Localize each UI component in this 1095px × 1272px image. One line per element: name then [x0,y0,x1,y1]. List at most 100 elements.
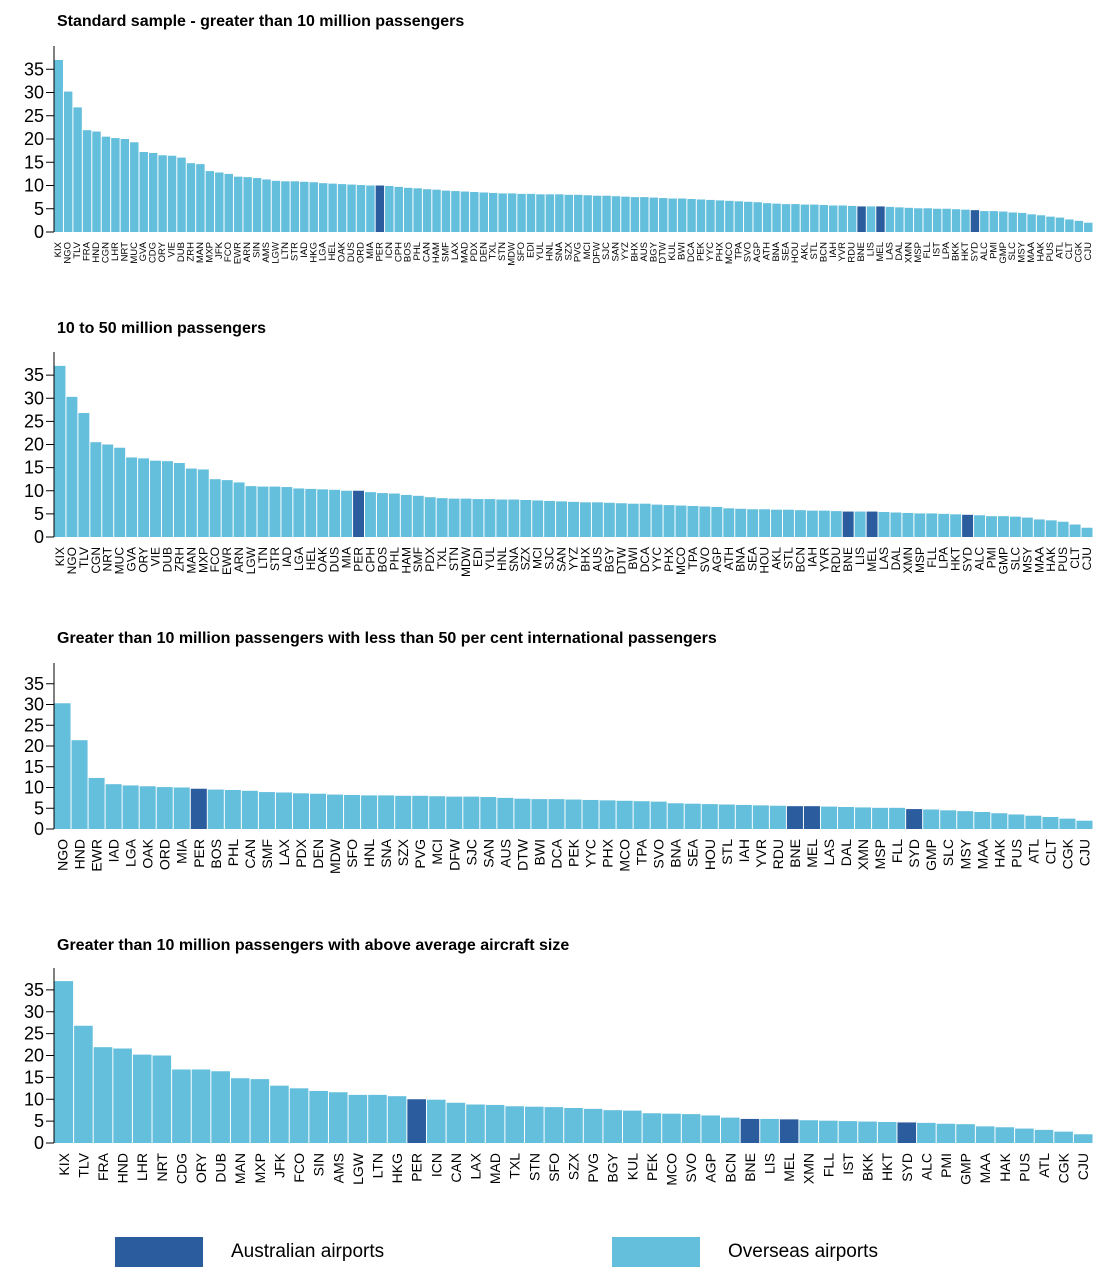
bar-man [185,468,197,537]
x-tick-label: BGY [602,547,616,572]
x-tick-label: CPH [393,242,404,262]
bar-lpa [938,513,950,537]
bar-alc [974,515,986,537]
x-tick-label: DUS [328,547,342,572]
x-tick-label: ORY [137,547,151,573]
x-tick-label: STR [289,242,300,261]
chart-3: Greater than 10 million passengers with … [24,630,1093,874]
bar-ewr [221,480,233,537]
bar-xmn [904,207,914,232]
bar-phx [599,800,616,829]
bar-txl [505,1106,524,1143]
x-tick-label: YVR [753,839,769,868]
bar-szx [395,795,412,829]
bar-bwi [627,503,639,537]
bar-sea [781,204,791,232]
x-tick-label: PHX [714,241,725,261]
x-tick-label: EWR [220,547,234,575]
y-tick-label: 20 [24,435,44,455]
x-tick-label: MSY [1020,547,1034,573]
x-tick-label: CGK [1073,241,1084,262]
x-tick-label: BCN [818,242,829,262]
x-tick-label: CGN [89,547,103,574]
bar-smf [258,792,275,829]
x-tick-label: ORD [355,242,366,263]
bar-ist [932,208,942,232]
x-tick-label: CJU [1083,242,1094,261]
bar-hel [305,488,317,537]
bar-zrh [186,163,196,232]
bar-sna [378,795,395,829]
bar-arn [233,482,245,537]
x-tick-label: LAX [467,1152,483,1179]
bar-stn [448,498,460,537]
x-tick-label: AUS [590,547,604,572]
bar-bcn [794,510,806,537]
bar-tlv [74,1025,93,1143]
x-tick-label: IAH [736,839,752,862]
x-tick-label: PHL [412,242,423,260]
x-tick-label: LGA [292,547,306,571]
bar-tpa [633,801,650,829]
x-tick-label: DEN [478,242,489,262]
bar-yyc [651,504,663,537]
x-tick-label: ATL [1025,839,1041,864]
bar-pdx [424,497,436,537]
bar-sjc [602,195,611,232]
x-tick-label: KIX [53,241,64,257]
bar-dfw [592,195,602,232]
bar-lga [122,785,139,829]
x-tick-label: PDX [469,241,480,261]
bar-jfk [270,1085,289,1143]
bar-dal [890,512,902,537]
x-tick-label: LPA [941,241,952,259]
bar-ams [262,179,271,232]
bar-cph [394,186,403,232]
bar-pus [1015,1128,1034,1143]
bar-syd [962,514,974,537]
x-tick-label: PEK [696,241,707,261]
bar-mel [866,511,878,537]
x-tick-label: SFO [344,839,360,868]
charts-canvas: Standard sample - greater than 10 millio… [24,13,1094,1186]
bar-hnl [361,795,378,829]
bar-bgy [603,502,615,537]
bar-sfo [344,794,361,829]
bar-lis [760,1118,779,1143]
x-tick-label: MXP [204,242,215,263]
x-tick-label: BNE [841,547,855,572]
bar-ewr [88,777,105,829]
bar-bgy [649,197,659,232]
x-tick-label: PEK [566,838,582,867]
x-tick-label: BWI [626,547,640,570]
bar-szx [564,194,573,232]
bar-ham [432,189,441,232]
x-tick-label: SMF [259,839,275,869]
bar-akl [771,509,782,537]
bar-muc [130,142,139,232]
x-tick-label: NRT [119,242,130,262]
bar-fll [819,1120,838,1143]
x-tick-label: ZRH [172,547,186,572]
x-tick-label: AMS [261,242,272,263]
bar-mdw [507,193,517,232]
x-tick-label: CAN [422,242,433,262]
x-tick-label: DFW [592,242,603,264]
bar-phl [224,789,241,829]
bar-dus [347,184,356,232]
y-tick-label: 0 [34,1133,44,1153]
bar-oak [317,489,329,537]
bar-mco [616,800,633,829]
x-tick-label: PEK [644,1152,660,1181]
y-tick-label: 15 [24,458,44,478]
bar-mdw [327,794,344,829]
bar-pek [565,799,582,829]
x-tick-label: SVO [683,1153,699,1183]
x-tick-label: PER [409,1153,425,1182]
x-tick-label: PVG [585,1153,601,1183]
x-tick-label: TXL [488,242,499,259]
x-tick-label: STL [781,547,795,569]
bar-hkg [309,182,318,232]
bar-tlv [78,413,90,537]
bar-hak [1045,520,1057,537]
